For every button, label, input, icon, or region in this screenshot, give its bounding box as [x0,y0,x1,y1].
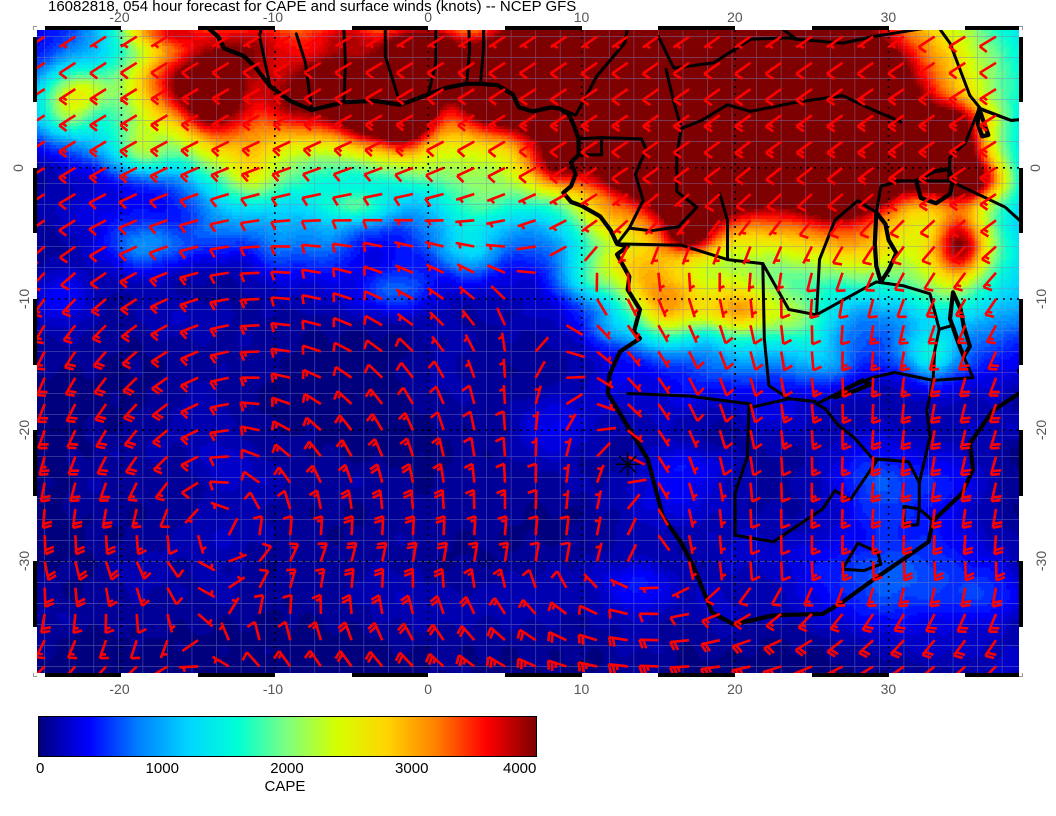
axis-tick-block [504,673,582,677]
page-title: 16082818, 054 hour forecast for CAPE and… [48,0,577,15]
colorbar-tick: 1000 [145,760,179,777]
plot-area[interactable] [37,30,1019,673]
colorbar-tick: 0 [36,760,45,777]
axis-tick-block [811,673,889,677]
colorbar[interactable] [38,716,537,757]
axis-tick-block [1019,299,1023,365]
colorbar-gradient [38,716,537,757]
x-tick-label: 20 [727,681,743,697]
y-tick-label: -20 [1033,420,1050,441]
colorbar-tick: 2000 [270,760,304,777]
y-tick-label: -30 [16,551,33,572]
map-canvas [37,30,1019,673]
axis-tick-block [811,26,889,30]
axis-tick-block [1019,561,1023,628]
x-tick-label: -20 [109,9,130,25]
x-tick-label: 0 [424,9,433,25]
axis-tick-block [658,26,736,30]
axis-left [33,30,37,673]
axis-tick-block [198,673,275,677]
y-tick-label: 0 [1026,163,1043,172]
y-tick-label: -20 [16,420,33,441]
axis-right [1019,30,1023,673]
y-tick-label: -10 [16,288,33,310]
axis-tick-block [33,36,37,103]
y-tick-label: 0 [9,163,26,172]
colorbar-tick: 4000 [503,760,537,777]
x-tick-label: -10 [262,681,284,697]
axis-tick-block [658,673,736,677]
axis-top [37,26,1019,30]
map-panel[interactable] [33,26,1023,677]
x-tick-label: 30 [880,9,897,25]
colorbar-title: CAPE [264,778,306,795]
x-tick-label: -10 [262,9,284,25]
x-tick-label: 20 [727,9,743,25]
x-tick-label: 10 [573,681,590,697]
axis-tick-block [1019,167,1023,234]
x-tick-label: 30 [880,681,897,697]
y-tick-label: -10 [1033,288,1050,310]
x-tick-label: 0 [424,681,433,697]
axis-tick-block [33,561,37,628]
axis-tick-block [44,26,122,30]
axis-tick-block [33,299,37,365]
y-tick-label: -30 [1033,551,1050,572]
colorbar-tick: 3000 [395,760,429,777]
axis-tick-block [504,26,582,30]
axis-tick-block [33,430,37,496]
axis-tick-block [965,673,1019,677]
axis-tick-block [33,167,37,234]
axis-tick-block [351,26,429,30]
axis-tick-block [351,673,429,677]
axis-tick-block [1019,36,1023,103]
axis-tick-block [1019,430,1023,496]
x-tick-label: 10 [573,9,590,25]
axis-tick-block [44,673,122,677]
axis-tick-block [198,26,275,30]
axis-tick-block [965,26,1019,30]
x-tick-label: -20 [109,681,130,697]
axis-bottom [37,673,1019,677]
